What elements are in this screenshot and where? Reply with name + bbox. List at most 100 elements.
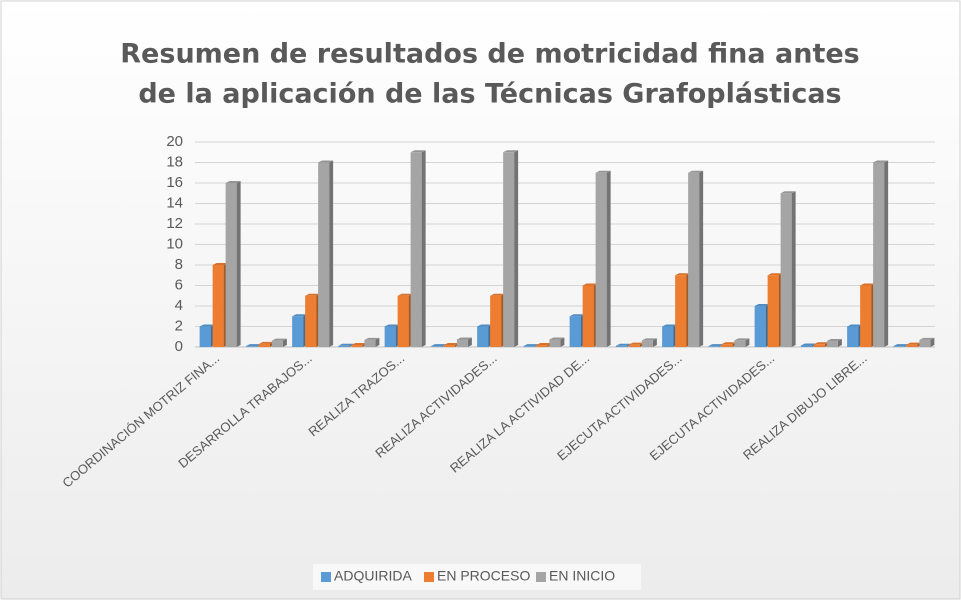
bar-top bbox=[443, 343, 459, 346]
bar bbox=[292, 316, 304, 347]
bar-top bbox=[523, 344, 539, 347]
bar-top bbox=[754, 304, 770, 306]
y-tick-label: 14 bbox=[166, 194, 183, 211]
bar bbox=[628, 344, 640, 347]
bar-top bbox=[582, 283, 598, 286]
bar bbox=[503, 152, 515, 347]
y-tick-label: 2 bbox=[175, 317, 183, 334]
bar-side bbox=[745, 338, 750, 347]
bar bbox=[212, 265, 224, 347]
bar-top bbox=[595, 170, 611, 173]
bar-side bbox=[282, 338, 287, 347]
bar bbox=[199, 326, 211, 347]
bar-side bbox=[560, 337, 565, 347]
bar bbox=[384, 326, 396, 347]
bar-side bbox=[421, 150, 426, 347]
bar-side bbox=[699, 170, 704, 347]
bar-top bbox=[628, 342, 644, 345]
bar bbox=[721, 344, 733, 347]
bar bbox=[688, 172, 700, 347]
bar-side bbox=[606, 170, 611, 347]
bar-side bbox=[791, 191, 796, 347]
y-tick-label: 10 bbox=[166, 235, 183, 252]
bar-top bbox=[536, 343, 552, 346]
bar-top bbox=[847, 324, 863, 327]
bar bbox=[549, 339, 561, 347]
bar-top bbox=[351, 343, 367, 346]
bar bbox=[225, 183, 237, 347]
bar bbox=[873, 162, 885, 347]
y-tick-label: 12 bbox=[166, 215, 183, 232]
bar bbox=[615, 345, 627, 347]
bar bbox=[536, 345, 548, 347]
bar-top bbox=[721, 342, 737, 345]
bar-top bbox=[271, 338, 287, 341]
bar bbox=[456, 339, 468, 347]
bar bbox=[490, 295, 502, 347]
bar-top bbox=[734, 338, 750, 341]
bar-side bbox=[514, 150, 519, 347]
chart-title: de la aplicación de las Técnicas Grafopl… bbox=[138, 79, 841, 110]
legend-box bbox=[313, 564, 641, 590]
legend-label: EN PROCESO bbox=[437, 568, 530, 584]
bar-top bbox=[245, 344, 261, 347]
bar-top bbox=[873, 160, 889, 163]
bar-top bbox=[225, 181, 241, 183]
bar bbox=[364, 339, 376, 347]
bar-top bbox=[490, 293, 506, 296]
bar bbox=[675, 275, 687, 347]
bar bbox=[397, 295, 409, 347]
bar bbox=[305, 295, 317, 347]
bar-top bbox=[893, 344, 909, 347]
bar-side bbox=[930, 337, 935, 347]
bar-top bbox=[641, 338, 657, 341]
bar-top bbox=[688, 170, 704, 173]
bar-top bbox=[477, 324, 493, 327]
y-tick-label: 18 bbox=[166, 153, 183, 170]
y-tick-label: 20 bbox=[166, 133, 183, 150]
bar-top bbox=[780, 191, 796, 194]
bar-top bbox=[410, 150, 426, 153]
bar bbox=[780, 193, 792, 347]
bar-top bbox=[906, 342, 922, 345]
bar-top bbox=[826, 339, 842, 342]
bar-top bbox=[292, 314, 308, 317]
bar bbox=[477, 326, 489, 347]
bar-top bbox=[708, 344, 724, 347]
bar-top bbox=[364, 337, 380, 340]
bar-side bbox=[467, 337, 472, 347]
y-tick-label: 0 bbox=[175, 338, 183, 355]
bar-top bbox=[615, 343, 631, 346]
bar bbox=[800, 345, 812, 347]
bar-top bbox=[569, 314, 585, 317]
bar bbox=[754, 306, 766, 347]
bar-top bbox=[338, 343, 354, 346]
bar-side bbox=[837, 339, 842, 347]
bar bbox=[410, 152, 422, 347]
bar bbox=[582, 285, 594, 347]
legend-swatch bbox=[536, 572, 546, 582]
bar-top bbox=[662, 324, 678, 327]
legend-label: EN INICIO bbox=[549, 568, 615, 584]
legend-label: ADQUIRIDA bbox=[334, 568, 412, 584]
legend-swatch bbox=[424, 572, 434, 582]
bar-top bbox=[860, 283, 876, 286]
bar-top bbox=[456, 337, 472, 340]
bar bbox=[245, 346, 257, 347]
chart-title: Resumen de resultados de motricidad fina… bbox=[120, 39, 859, 70]
bar bbox=[569, 316, 581, 347]
y-tick-label: 16 bbox=[166, 174, 183, 191]
bar bbox=[893, 346, 905, 347]
bar-side bbox=[884, 160, 889, 347]
bar-top bbox=[318, 160, 334, 163]
bar-side bbox=[329, 160, 334, 347]
bar-top bbox=[212, 263, 228, 265]
bar bbox=[351, 345, 363, 347]
bar bbox=[338, 345, 350, 347]
bar-top bbox=[384, 324, 400, 327]
bar-top bbox=[503, 150, 519, 153]
bar bbox=[662, 326, 674, 347]
y-tick-label: 4 bbox=[175, 297, 183, 314]
